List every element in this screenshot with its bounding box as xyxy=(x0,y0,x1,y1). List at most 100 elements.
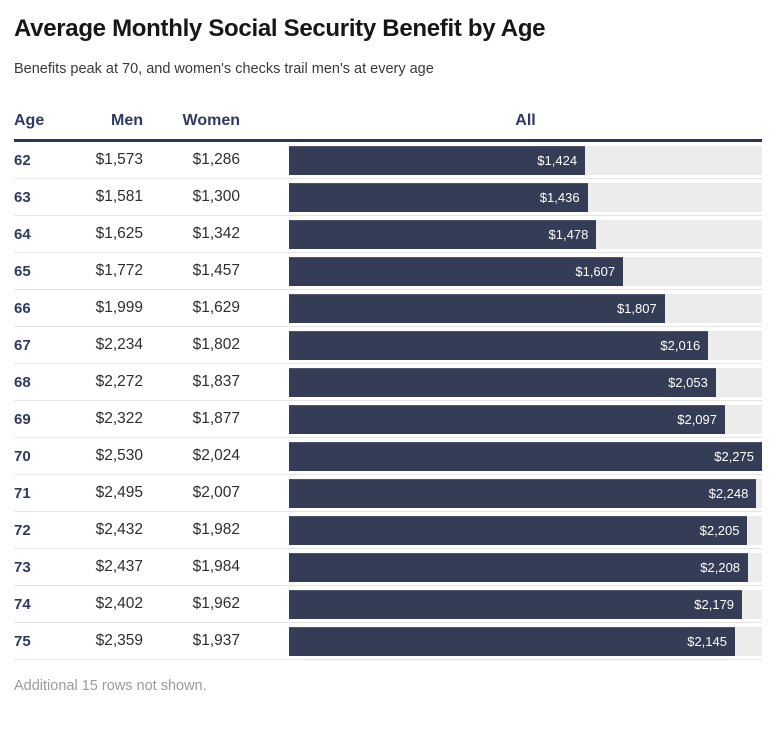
age-cell: 63 xyxy=(14,188,31,206)
all-bar: $2,248 xyxy=(289,478,757,508)
all-bar: $1,436 xyxy=(289,182,588,212)
bar-value-label: $1,436 xyxy=(539,190,580,206)
bar-track: $1,436 xyxy=(289,182,762,212)
all-value-cell: $1,436 xyxy=(240,179,762,215)
men-value-cell: $2,359 xyxy=(95,632,143,650)
page-title: Average Monthly Social Security Benefit … xyxy=(14,15,546,42)
men-value-cell: $2,402 xyxy=(95,595,143,613)
bar-value-label: $2,208 xyxy=(700,560,741,576)
women-value-cell: $1,457 xyxy=(192,262,240,280)
men-value-cell: $1,573 xyxy=(95,151,143,169)
men-value-cell: $2,432 xyxy=(95,521,143,539)
bar-track: $2,248 xyxy=(289,478,762,508)
all-value-cell: $2,248 xyxy=(240,475,762,511)
age-cell: 70 xyxy=(14,447,31,465)
table-row: 69 $2,322 $1,877 $2,097 xyxy=(14,401,762,439)
women-value-cell: $1,984 xyxy=(192,558,240,576)
men-value-cell: $2,272 xyxy=(95,373,143,391)
men-value-cell: $2,437 xyxy=(95,558,143,576)
table-row: 62 $1,573 $1,286 $1,424 xyxy=(14,142,762,180)
age-cell: 69 xyxy=(14,410,31,428)
all-value-cell: $2,097 xyxy=(240,401,762,437)
women-value-cell: $1,802 xyxy=(192,336,240,354)
all-value-cell: $2,208 xyxy=(240,549,762,585)
all-value-cell: $2,179 xyxy=(240,586,762,622)
bar-track: $2,275 xyxy=(289,441,762,471)
column-header-age: Age xyxy=(14,111,45,129)
men-value-cell: $2,495 xyxy=(95,484,143,502)
all-bar: $2,205 xyxy=(289,515,748,545)
all-bar: $2,179 xyxy=(289,589,743,619)
men-value-cell: $1,999 xyxy=(95,299,143,317)
all-value-cell: $2,275 xyxy=(240,438,762,474)
bar-track: $2,016 xyxy=(289,330,762,360)
bar-value-label: $2,205 xyxy=(699,523,740,539)
men-value-cell: $1,772 xyxy=(95,262,143,280)
women-value-cell: $2,007 xyxy=(192,484,240,502)
all-bar: $1,478 xyxy=(289,219,597,249)
women-value-cell: $1,962 xyxy=(192,595,240,613)
bar-track: $2,145 xyxy=(289,626,762,656)
all-bar: $2,016 xyxy=(289,330,709,360)
bar-track: $1,424 xyxy=(289,145,762,175)
benefits-table: Age Men Women All 62 $1,573 $1,286 $1,42… xyxy=(0,102,773,661)
all-bar: $2,275 xyxy=(289,441,762,471)
all-bar: $2,208 xyxy=(289,552,749,582)
all-value-cell: $2,053 xyxy=(240,364,762,400)
all-value-cell: $2,205 xyxy=(240,512,762,548)
table-row: 65 $1,772 $1,457 $1,607 xyxy=(14,253,762,291)
age-cell: 65 xyxy=(14,262,31,280)
age-cell: 73 xyxy=(14,558,31,576)
all-bar: $2,145 xyxy=(289,626,735,656)
women-value-cell: $1,937 xyxy=(192,632,240,650)
bar-value-label: $2,145 xyxy=(687,634,727,650)
all-value-cell: $2,016 xyxy=(240,327,762,363)
bar-track: $2,208 xyxy=(289,552,762,582)
bar-value-label: $2,179 xyxy=(694,597,735,613)
table-row: 71 $2,495 $2,007 $2,248 xyxy=(14,475,762,513)
all-bar: $1,607 xyxy=(289,256,624,286)
age-cell: 72 xyxy=(14,521,31,539)
age-cell: 75 xyxy=(14,632,31,650)
table-header-row: Age Men Women All xyxy=(14,102,762,143)
bar-value-label: $1,478 xyxy=(548,227,589,243)
table-row: 63 $1,581 $1,300 $1,436 xyxy=(14,179,762,217)
bar-value-label: $2,053 xyxy=(668,375,708,391)
women-value-cell: $1,877 xyxy=(192,410,240,428)
bar-track: $2,179 xyxy=(289,589,762,619)
table-row: 73 $2,437 $1,984 $2,208 xyxy=(14,549,762,587)
bar-track: $1,478 xyxy=(289,219,762,249)
bar-value-label: $2,016 xyxy=(660,338,701,354)
all-value-cell: $1,607 xyxy=(240,253,762,289)
women-value-cell: $2,024 xyxy=(192,447,240,465)
table-body: 62 $1,573 $1,286 $1,424 63 $1,581 $1,300… xyxy=(14,142,762,661)
bar-track: $1,607 xyxy=(289,256,762,286)
men-value-cell: $1,581 xyxy=(95,188,143,206)
men-value-cell: $2,530 xyxy=(95,447,143,465)
column-header-all: All xyxy=(515,111,536,129)
women-value-cell: $1,629 xyxy=(192,299,240,317)
table-row: 67 $2,234 $1,802 $2,016 xyxy=(14,327,762,365)
page-subtitle: Benefits peak at 70, and women's checks … xyxy=(14,61,434,77)
all-bar: $1,424 xyxy=(289,145,586,175)
men-value-cell: $1,625 xyxy=(95,225,143,243)
column-header-men: Men xyxy=(111,111,143,129)
bar-value-label: $1,607 xyxy=(575,264,616,280)
women-value-cell: $1,342 xyxy=(192,225,240,243)
column-header-women: Women xyxy=(182,111,240,129)
all-value-cell: $2,145 xyxy=(240,623,762,659)
all-value-cell: $1,478 xyxy=(240,216,762,252)
bar-value-label: $2,275 xyxy=(714,449,754,465)
age-cell: 66 xyxy=(14,299,31,317)
footer-note: Additional 15 rows not shown. xyxy=(14,678,207,695)
bar-value-label: $1,424 xyxy=(537,153,578,169)
table-row: 66 $1,999 $1,629 $1,807 xyxy=(14,290,762,328)
bar-value-label: $2,248 xyxy=(708,486,749,502)
table-row: 72 $2,432 $1,982 $2,205 xyxy=(14,512,762,550)
table-row: 64 $1,625 $1,342 $1,478 xyxy=(14,216,762,254)
men-value-cell: $2,234 xyxy=(95,336,143,354)
women-value-cell: $1,300 xyxy=(192,188,240,206)
age-cell: 64 xyxy=(14,225,31,243)
all-bar: $1,807 xyxy=(289,293,665,323)
women-value-cell: $1,286 xyxy=(192,151,240,169)
